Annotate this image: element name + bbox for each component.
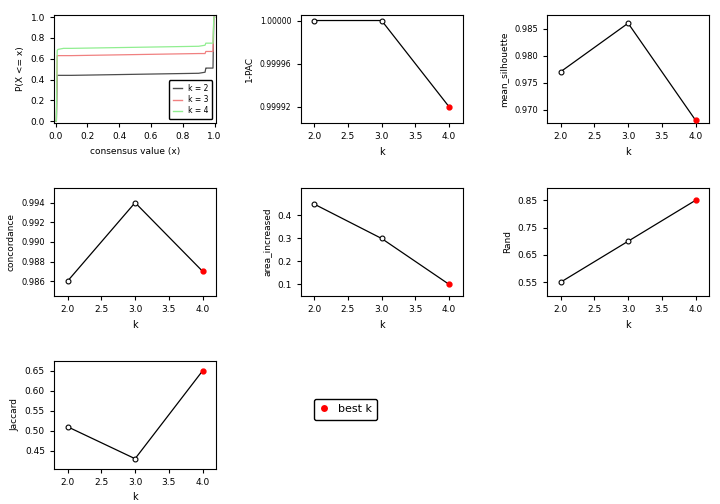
X-axis label: k: k [379, 147, 384, 157]
X-axis label: k: k [625, 320, 631, 330]
Y-axis label: 1-PAC: 1-PAC [246, 56, 254, 82]
Y-axis label: concordance: concordance [6, 213, 16, 271]
Legend: best k: best k [314, 399, 377, 420]
X-axis label: consensus value (x): consensus value (x) [90, 147, 180, 156]
Legend: k = 2, k = 3, k = 4: k = 2, k = 3, k = 4 [169, 80, 212, 119]
Y-axis label: P(X <= x): P(X <= x) [16, 47, 25, 92]
Y-axis label: Rand: Rand [503, 230, 513, 254]
X-axis label: k: k [625, 147, 631, 157]
Y-axis label: area_increased: area_increased [263, 208, 271, 276]
X-axis label: k: k [132, 320, 138, 330]
X-axis label: k: k [379, 320, 384, 330]
Y-axis label: Jaccard: Jaccard [10, 398, 19, 431]
X-axis label: k: k [132, 492, 138, 502]
Y-axis label: mean_silhouette: mean_silhouette [500, 31, 509, 107]
